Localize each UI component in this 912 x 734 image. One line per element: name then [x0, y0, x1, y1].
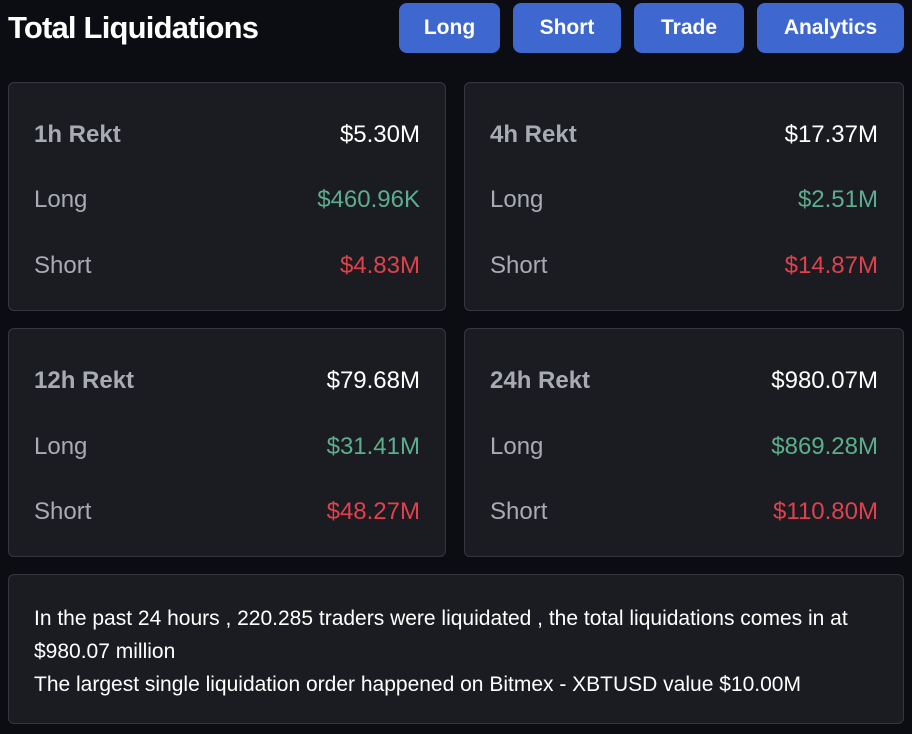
long-label: Long	[34, 186, 88, 213]
card-title: 12h Rekt	[34, 367, 135, 394]
card-1h-rekt: 1h Rekt $5.30M Long $460.96K Short $4.83…	[8, 82, 446, 311]
short-value: $110.80M	[773, 498, 878, 525]
card-total-row: 4h Rekt $17.37M	[490, 118, 878, 152]
total-value: $5.30M	[339, 121, 420, 148]
short-value: $48.27M	[326, 498, 420, 525]
short-label: Short	[34, 498, 92, 525]
card-total-row: 24h Rekt $980.07M	[490, 364, 878, 398]
total-value: $17.37M	[784, 121, 878, 148]
short-button[interactable]: Short	[513, 3, 621, 53]
total-value: $980.07M	[771, 367, 878, 394]
card-12h-rekt: 12h Rekt $79.68M Long $31.41M Short $48.…	[8, 328, 446, 557]
short-label: Short	[490, 498, 548, 525]
long-label: Long	[34, 433, 88, 460]
long-label: Long	[490, 433, 544, 460]
card-24h-rekt: 24h Rekt $980.07M Long $869.28M Short $1…	[464, 328, 904, 557]
card-long-row: Long $460.96K	[34, 183, 420, 217]
long-value: $460.96K	[317, 186, 420, 213]
trade-button[interactable]: Trade	[634, 3, 744, 53]
header: Total Liquidations Long Short Trade Anal…	[0, 0, 912, 60]
card-total-row: 12h Rekt $79.68M	[34, 364, 420, 398]
summary-line-total: In the past 24 hours , 220.285 traders w…	[34, 607, 848, 663]
card-short-row: Short $4.83M	[34, 249, 420, 283]
long-value: $2.51M	[797, 186, 878, 213]
total-value: $79.68M	[326, 367, 420, 394]
card-total-row: 1h Rekt $5.30M	[34, 118, 420, 152]
long-button[interactable]: Long	[399, 3, 500, 53]
card-title: 4h Rekt	[490, 121, 577, 148]
card-long-row: Long $2.51M	[490, 183, 878, 217]
short-label: Short	[490, 252, 548, 279]
short-label: Short	[34, 252, 92, 279]
card-title: 1h Rekt	[34, 121, 121, 148]
summary-panel: In the past 24 hours , 220.285 traders w…	[8, 574, 904, 724]
card-short-row: Short $14.87M	[490, 249, 878, 283]
analytics-button[interactable]: Analytics	[757, 3, 904, 53]
card-long-row: Long $869.28M	[490, 430, 878, 464]
card-short-row: Short $110.80M	[490, 495, 878, 529]
page-title: Total Liquidations	[8, 10, 259, 45]
card-long-row: Long $31.41M	[34, 430, 420, 464]
long-value: $869.28M	[771, 433, 878, 460]
long-value: $31.41M	[326, 433, 420, 460]
card-title: 24h Rekt	[490, 367, 591, 394]
card-4h-rekt: 4h Rekt $17.37M Long $2.51M Short $14.87…	[464, 82, 904, 311]
short-value: $14.87M	[784, 252, 878, 279]
card-short-row: Short $48.27M	[34, 495, 420, 529]
summary-line-largest: The largest single liquidation order hap…	[34, 673, 801, 696]
short-value: $4.83M	[339, 252, 420, 279]
long-label: Long	[490, 186, 544, 213]
